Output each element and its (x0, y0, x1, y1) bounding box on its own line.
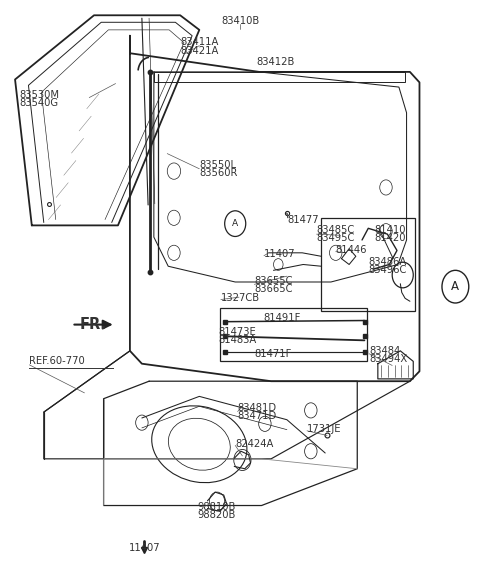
Text: 83494X: 83494X (369, 354, 408, 364)
Text: 11407: 11407 (129, 542, 160, 553)
Text: 1731JE: 1731JE (307, 424, 341, 434)
Text: 83471D: 83471D (238, 411, 277, 421)
Text: 83481D: 83481D (238, 403, 277, 413)
Text: 11407: 11407 (264, 249, 296, 259)
Bar (322, 218, 415, 311)
Bar (220, 308, 367, 362)
Text: 83560R: 83560R (199, 168, 238, 178)
Text: 83496C: 83496C (368, 265, 407, 275)
Text: 81483A: 81483A (218, 335, 257, 345)
Text: 83484: 83484 (369, 346, 400, 356)
Text: 98820B: 98820B (197, 510, 235, 520)
Text: 81420: 81420 (374, 233, 406, 243)
Text: 81446: 81446 (336, 245, 367, 255)
Text: 1327CB: 1327CB (221, 293, 260, 304)
Text: 83540G: 83540G (20, 98, 59, 108)
Text: 81477: 81477 (288, 215, 320, 225)
Text: REF.60-770: REF.60-770 (29, 356, 85, 366)
Text: 83421A: 83421A (180, 46, 218, 56)
Text: 81471F: 81471F (254, 349, 292, 359)
Text: 83486A: 83486A (368, 257, 407, 267)
Text: A: A (232, 219, 238, 228)
Text: 83495C: 83495C (317, 233, 355, 243)
Text: 83550L: 83550L (199, 160, 236, 170)
Text: 83410B: 83410B (221, 16, 259, 26)
Text: FR.: FR. (80, 317, 107, 332)
Text: A: A (451, 280, 459, 293)
Text: 83655C: 83655C (254, 276, 293, 286)
Text: 81473E: 81473E (218, 327, 256, 337)
Text: 81410: 81410 (374, 225, 406, 235)
Text: 81491F: 81491F (263, 313, 300, 323)
Bar (154, 72, 405, 82)
Text: 83530M: 83530M (20, 90, 60, 100)
Text: 83485C: 83485C (317, 225, 355, 235)
Text: 83412B: 83412B (257, 57, 295, 67)
Text: 83665C: 83665C (254, 284, 293, 294)
Text: 82424A: 82424A (235, 439, 274, 449)
Text: 83411A: 83411A (180, 37, 218, 47)
Text: 98810B: 98810B (197, 502, 235, 512)
